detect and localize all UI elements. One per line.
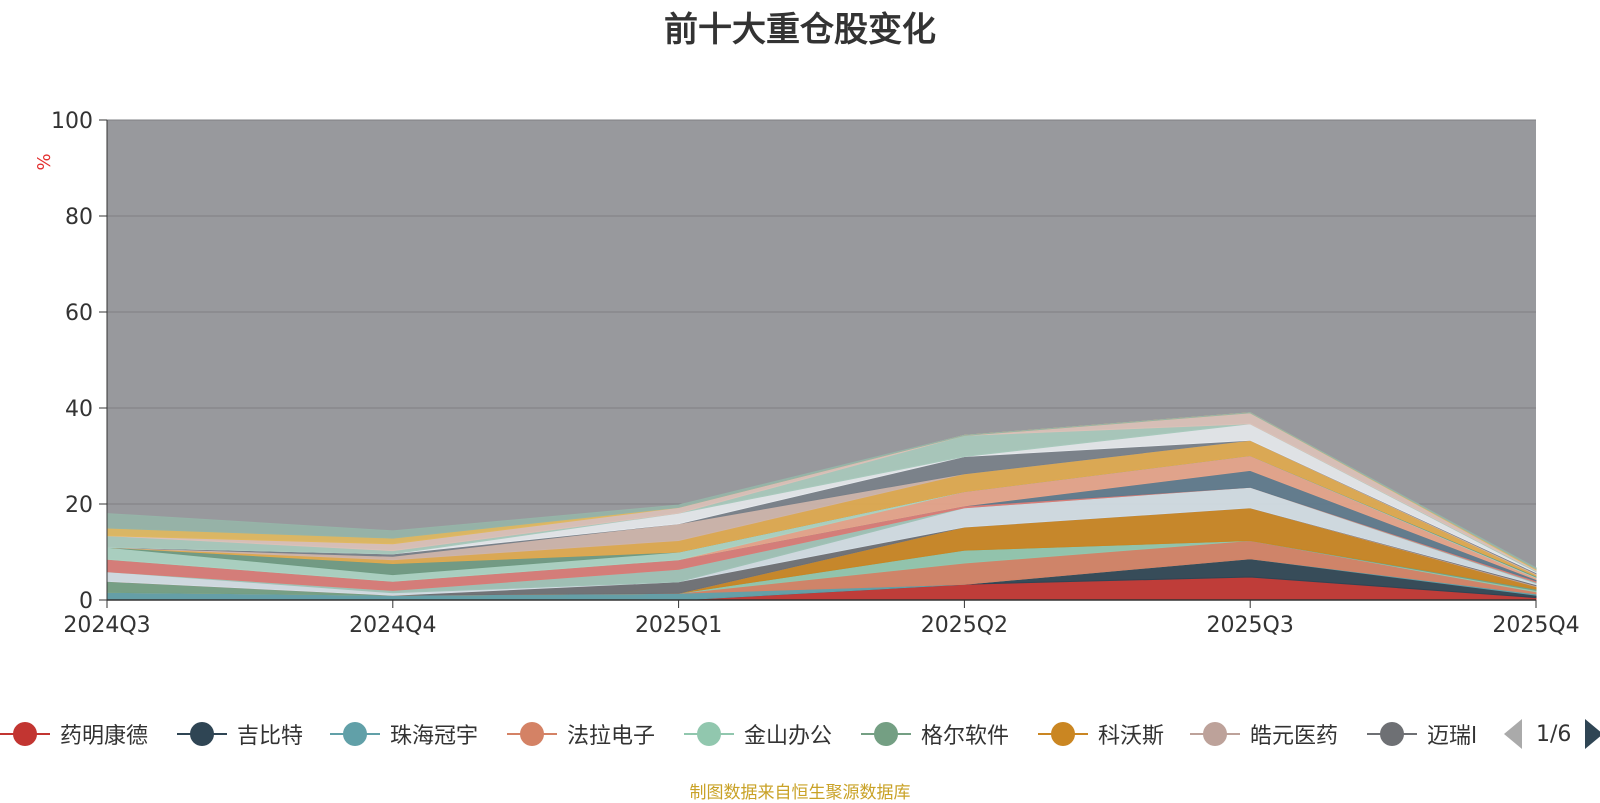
legend-swatch-icon: [1367, 719, 1417, 749]
x-tick-label: 2025Q2: [921, 613, 1008, 638]
legend-label: 法拉电子: [567, 724, 656, 749]
y-tick-label: 0: [79, 589, 93, 614]
legend-label: 金山办公: [744, 724, 833, 749]
x-tick-label: 2024Q3: [63, 613, 150, 638]
stacked-area-chart: 0 20 40 60 80 100 2024Q3 2024Q4 2025Q1 2025Q2 2025…: [34, 109, 1580, 638]
legend-swatch-icon: [0, 719, 50, 749]
legend-label: 格尔软件: [921, 724, 1010, 749]
y-axis-label: %: [34, 153, 55, 170]
legend-swatch-icon: [330, 719, 380, 749]
y-tick-label: 40: [65, 397, 93, 422]
legend-item-mairui[interactable]: 迈瑞l: [1367, 714, 1477, 754]
legend-item-yaoming[interactable]: 药明康德: [0, 714, 148, 754]
y-tick-label: 100: [51, 109, 93, 134]
legend-swatch-icon: [507, 719, 557, 749]
legend-swatch-icon: [684, 719, 734, 749]
area-series-23: [106, 412, 1537, 570]
legend-label: 科沃斯: [1098, 724, 1165, 749]
legend-label: 皓元医药: [1250, 724, 1339, 749]
legend-label: 迈瑞l: [1427, 724, 1478, 749]
legend-item-zhuhai[interactable]: 珠海冠宇: [330, 714, 478, 754]
legend-swatch-icon: [1190, 719, 1240, 749]
x-tick-label: 2025Q1: [635, 613, 722, 638]
legend-item-kewosi[interactable]: 科沃斯: [1038, 714, 1164, 754]
legend-label: 药明康德: [60, 724, 149, 749]
legend-label: 吉比特: [237, 724, 304, 749]
legend-swatch-icon: [861, 719, 911, 749]
next-page-icon[interactable]: [1585, 719, 1600, 749]
legend-item-fala[interactable]: 法拉电子: [507, 714, 655, 754]
x-tick-label: 2025Q4: [1492, 613, 1579, 638]
legend-swatch-icon: [1038, 719, 1088, 749]
y-tick-label: 20: [65, 493, 93, 518]
legend-pager: 1/6: [1504, 716, 1600, 752]
source-note: 制图数据来自恒生聚源数据库: [689, 783, 911, 803]
legend-item-haoyuan[interactable]: 皓元医药: [1190, 714, 1338, 754]
chart-title: 前十大重仓股变化: [664, 10, 936, 50]
page-indicator: 1/6: [1536, 721, 1572, 747]
legend-item-jinshan[interactable]: 金山办公: [684, 714, 832, 754]
legend-swatch-icon: [177, 719, 227, 749]
y-tick-label: 60: [65, 301, 93, 326]
x-tick-label: 2025Q3: [1207, 613, 1294, 638]
legend-item-geer[interactable]: 格尔软件: [861, 714, 1009, 754]
x-tick-label: 2024Q4: [349, 613, 436, 638]
legend-item-jibite[interactable]: 吉比特: [177, 714, 303, 754]
legend: 药明康德 吉比特 珠海冠宇 法拉电子 金山办公 格尔软件 科沃斯 皓元医药 迈瑞…: [0, 714, 1600, 754]
prev-page-icon[interactable]: [1504, 719, 1522, 749]
y-tick-label: 80: [65, 205, 93, 230]
legend-label: 珠海冠宇: [390, 724, 479, 749]
